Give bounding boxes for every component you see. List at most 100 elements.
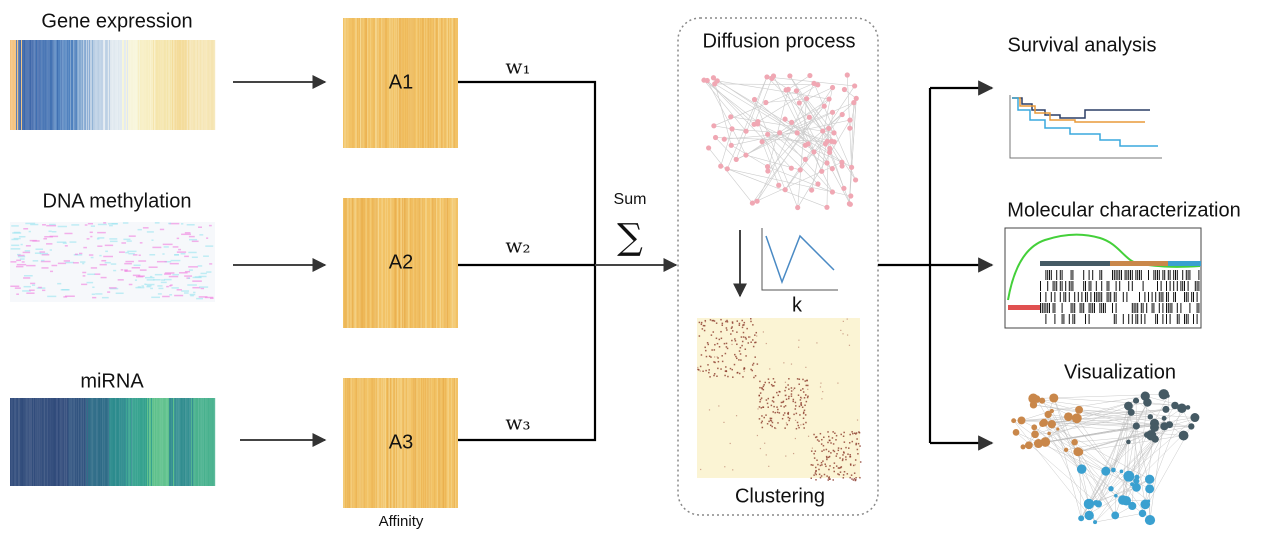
network-node bbox=[809, 187, 814, 192]
cluster-cell bbox=[825, 466, 827, 468]
cluster-cell bbox=[768, 466, 769, 467]
heatmap-cell bbox=[17, 264, 26, 266]
heatmap-cell bbox=[42, 224, 46, 226]
heatmap-cell bbox=[26, 265, 35, 267]
cluster-cell bbox=[713, 375, 715, 377]
affinity-texture bbox=[374, 18, 375, 148]
barcode-tick bbox=[1103, 303, 1104, 313]
heatmap-cell bbox=[201, 288, 204, 290]
viz-node bbox=[1147, 500, 1150, 503]
barcode-tick bbox=[1074, 292, 1075, 302]
barcode-tick bbox=[1047, 281, 1048, 291]
cluster-cell bbox=[788, 413, 790, 415]
network-node bbox=[807, 115, 812, 120]
cluster-cell bbox=[730, 368, 732, 370]
viz-node bbox=[1031, 424, 1037, 430]
network-node bbox=[789, 120, 794, 125]
heatmap-cell bbox=[124, 270, 127, 272]
network-node bbox=[728, 114, 733, 119]
viz-node bbox=[1073, 447, 1082, 456]
barcode-tick bbox=[1153, 303, 1154, 313]
heatmap-cell bbox=[99, 255, 101, 257]
cluster-cell bbox=[714, 344, 716, 346]
heatmap-cell bbox=[198, 226, 202, 228]
cluster-cell bbox=[765, 414, 767, 416]
cluster-cell bbox=[801, 398, 802, 399]
cluster-cell bbox=[845, 447, 847, 449]
viz-node bbox=[1145, 475, 1154, 484]
cluster-cell bbox=[853, 479, 855, 481]
barcode-tick bbox=[1071, 270, 1072, 280]
heatmap-cell bbox=[214, 40, 215, 130]
heatmap-cell bbox=[192, 280, 202, 282]
heatmap-cell bbox=[92, 297, 96, 299]
heatmap-cell bbox=[109, 238, 117, 240]
viz-node bbox=[1120, 470, 1124, 474]
cluster-cell bbox=[736, 415, 737, 416]
cluster-cell bbox=[784, 427, 786, 429]
cluster-cell bbox=[734, 338, 736, 340]
k-plot bbox=[762, 228, 838, 290]
cluster-cell bbox=[730, 443, 731, 444]
heatmap-cell bbox=[75, 254, 78, 256]
affinity-texture bbox=[385, 378, 386, 508]
cluster-cell bbox=[834, 471, 836, 473]
heatmap-cell bbox=[116, 293, 124, 295]
heatmap-cell bbox=[151, 239, 153, 241]
heatmap-cell bbox=[23, 252, 31, 254]
viz-node bbox=[1050, 409, 1054, 413]
network-node bbox=[795, 205, 800, 210]
cluster-cell bbox=[852, 433, 854, 435]
heatmap-cell bbox=[192, 241, 199, 243]
output-label: Visualization bbox=[1064, 361, 1176, 383]
cluster-cell bbox=[732, 330, 734, 332]
affinity-texture bbox=[382, 378, 383, 508]
heatmap-cell bbox=[15, 287, 21, 289]
barcode-tick bbox=[1081, 303, 1082, 313]
affinity-texture bbox=[416, 18, 417, 148]
heatmap-cell bbox=[87, 282, 94, 284]
cluster-cell bbox=[718, 361, 720, 363]
heatmap-cell bbox=[12, 232, 21, 234]
cluster-cell bbox=[717, 356, 718, 357]
cluster-cell bbox=[708, 344, 710, 346]
heatmap-cell bbox=[129, 284, 133, 286]
cluster-cell bbox=[803, 427, 805, 429]
network-edge bbox=[704, 80, 746, 131]
heatmap-cell bbox=[97, 245, 102, 247]
affinity-texture bbox=[344, 198, 345, 328]
barcode-tick bbox=[1114, 314, 1115, 324]
heatmap-cell bbox=[127, 240, 132, 242]
barcode-tick bbox=[1135, 303, 1136, 313]
affinity-texture bbox=[430, 378, 431, 508]
cluster-cell bbox=[834, 462, 836, 464]
cluster-cell bbox=[742, 327, 744, 329]
heatmap-cell bbox=[138, 229, 142, 231]
affinity-texture bbox=[366, 198, 367, 328]
cluster-cell bbox=[703, 325, 705, 327]
heatmap-cell bbox=[22, 261, 25, 263]
barcode-tick bbox=[1161, 281, 1162, 291]
barcode-tick bbox=[1152, 303, 1153, 313]
cluster-cell bbox=[744, 371, 745, 372]
cluster-cell bbox=[762, 427, 764, 429]
sum-symbol: ∑ bbox=[617, 217, 643, 258]
affinity-texture bbox=[345, 378, 346, 508]
heatmap-cell bbox=[164, 246, 169, 248]
barcode-tick bbox=[1069, 292, 1070, 302]
cluster-cell bbox=[857, 419, 858, 420]
cluster-cell bbox=[807, 389, 808, 390]
cluster-cell bbox=[713, 331, 715, 333]
cluster-cell bbox=[768, 398, 770, 400]
barcode-tick bbox=[1148, 270, 1149, 280]
cluster-cell bbox=[760, 392, 762, 394]
cluster-cell bbox=[799, 379, 801, 381]
barcode-tick bbox=[1180, 281, 1181, 291]
viz-node bbox=[1056, 427, 1059, 430]
cluster-cell bbox=[828, 436, 830, 438]
network-node bbox=[752, 97, 757, 102]
cluster-cell bbox=[854, 478, 856, 480]
cluster-cell bbox=[750, 341, 752, 343]
heatmap-cell bbox=[177, 238, 179, 240]
network-node bbox=[713, 135, 718, 140]
